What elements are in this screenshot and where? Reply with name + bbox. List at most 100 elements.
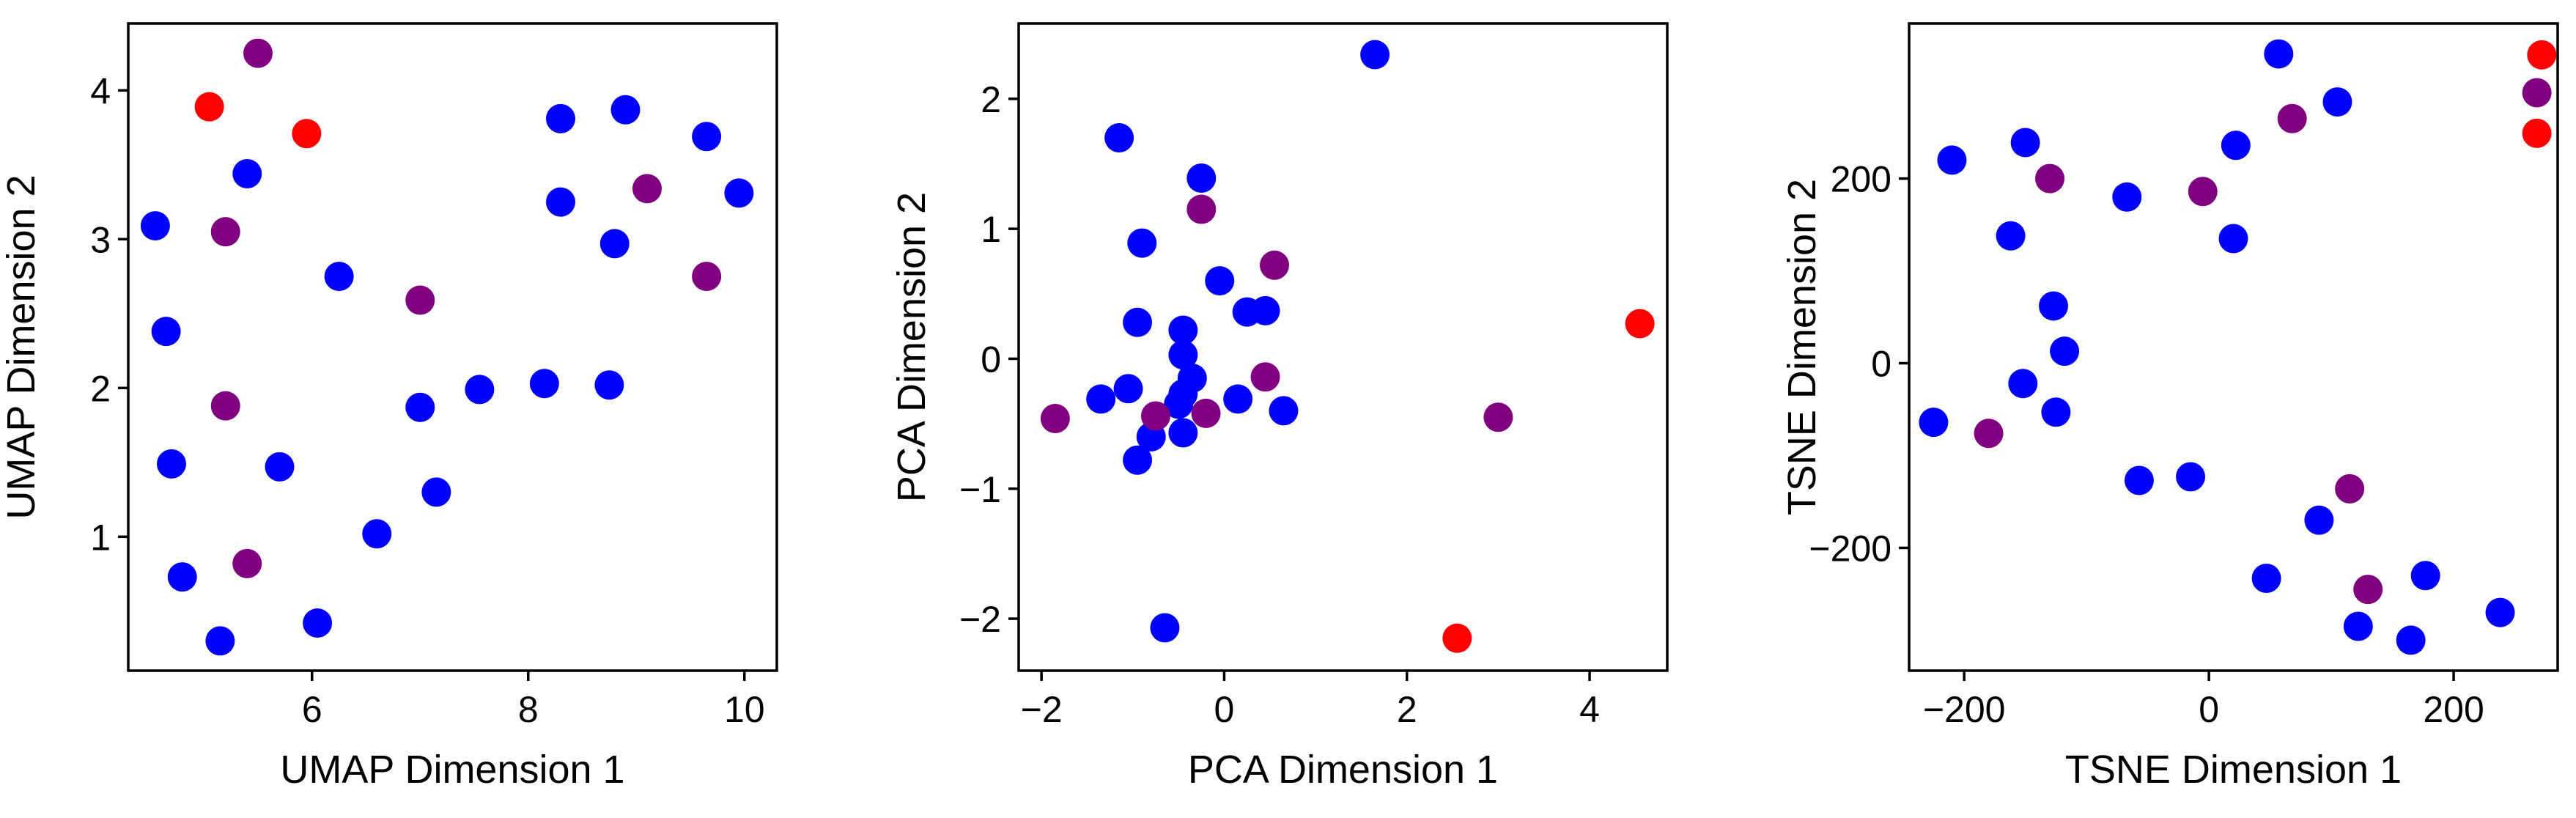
tsne-y-axis-label: TSNE Dimension 2 <box>1780 179 1824 515</box>
tsne-x-tick-label: 0 <box>2199 689 2219 730</box>
pca-point <box>1360 40 1390 70</box>
tsne-point <box>2410 561 2440 591</box>
umap-y-axis-label: UMAP Dimension 2 <box>0 174 43 519</box>
pca-point <box>1483 402 1513 432</box>
umap-y-tick-label: 1 <box>90 517 111 558</box>
tsne-x-tick-label: −200 <box>1923 689 2006 730</box>
tsne-point <box>2522 118 2552 148</box>
umap-point <box>632 174 662 204</box>
umap-point <box>465 375 495 405</box>
umap-x-tick-label: 10 <box>724 689 765 730</box>
pca-point <box>1123 307 1153 337</box>
pca-point <box>1113 374 1143 404</box>
pca-x-tick-label: 0 <box>1214 689 1235 730</box>
umap-point <box>232 548 262 578</box>
tsne-point <box>1996 221 2026 251</box>
umap-point <box>599 229 630 259</box>
tsne-point <box>2124 465 2154 495</box>
umap-y-tick-label: 3 <box>90 219 111 260</box>
pca-point <box>1168 315 1198 345</box>
tsne-point <box>2176 462 2206 492</box>
pca-point <box>1191 398 1221 428</box>
tsne-point <box>2035 163 2065 194</box>
pca-y-tick-label: −1 <box>959 469 1001 510</box>
pca-x-axis-label: PCA Dimension 1 <box>1188 748 1498 792</box>
tsne-point <box>2221 130 2251 161</box>
tsne-point <box>2041 397 2071 427</box>
tsne-x-tick-label: 200 <box>2423 689 2484 730</box>
pca-point <box>1250 295 1280 325</box>
pca-y-axis-label: PCA Dimension 2 <box>890 192 934 502</box>
pca-x-tick-label: 2 <box>1397 689 1417 730</box>
umap-x-tick-label: 8 <box>518 689 539 730</box>
tsne-point <box>2112 182 2142 212</box>
pca-x-tick-label: −2 <box>1021 689 1063 730</box>
umap-point <box>594 370 624 400</box>
tsne-point <box>2010 128 2040 158</box>
umap-point <box>167 562 197 592</box>
umap-point <box>324 262 354 292</box>
umap-point <box>210 217 240 247</box>
tsne-point <box>2277 103 2307 133</box>
tsne-point <box>2522 78 2552 108</box>
tsne-point <box>2527 40 2557 70</box>
umap-point <box>292 119 322 149</box>
tsne-panel: −200 0 200 −200 0 200 TSNE Dimension 1 TSNE Dim… <box>1780 22 2559 792</box>
pca-point <box>1123 445 1153 475</box>
tsne-point <box>2396 625 2426 655</box>
umap-point <box>405 392 435 422</box>
umap-point <box>362 519 392 549</box>
umap-point <box>610 95 641 125</box>
umap-point <box>546 187 575 217</box>
umap-point <box>210 391 240 421</box>
tsne-point <box>2218 224 2248 254</box>
tsne-point <box>1919 408 1949 438</box>
umap-point <box>140 211 170 241</box>
umap-point <box>205 626 235 656</box>
tsne-point <box>2251 564 2281 594</box>
pca-point <box>1442 623 1472 653</box>
pca-point <box>1186 194 1217 224</box>
pca-y-tick-label: −2 <box>959 599 1001 640</box>
pca-point <box>1104 123 1134 153</box>
tsne-point <box>2188 177 2218 207</box>
umap-point <box>692 122 722 152</box>
tsne-point <box>2353 575 2383 605</box>
tsne-point <box>2008 369 2038 399</box>
pca-point <box>1205 266 1235 296</box>
tsne-y-tick-label: −200 <box>1809 528 1892 569</box>
pca-y-tick-label: 2 <box>981 79 1001 120</box>
pca-y-tick-label: 1 <box>981 209 1001 250</box>
tsne-point <box>1937 145 1967 175</box>
tsne-point <box>2039 291 2069 321</box>
umap-point <box>546 103 575 133</box>
pca-point <box>1223 384 1253 414</box>
umap-x-tick-label: 6 <box>302 689 322 730</box>
tsne-point <box>2343 611 2373 641</box>
pca-point <box>1164 389 1194 419</box>
pca-point <box>1040 404 1070 434</box>
tsne-point <box>2335 474 2365 504</box>
pca-y-tick-label: 0 <box>981 339 1001 380</box>
tsne-point <box>2485 597 2515 627</box>
pca-axes-frame <box>1017 22 1669 672</box>
umap-point <box>232 159 262 189</box>
pca-point <box>1140 401 1170 431</box>
tsne-axes-frame <box>1908 22 2559 672</box>
pca-point <box>1150 613 1180 643</box>
umap-point <box>529 369 559 399</box>
pca-panel: −2 0 2 4 −2 −1 0 1 2 PCA Dimension 1 PCA Dimension… <box>890 22 1669 792</box>
tsne-point <box>2322 87 2352 117</box>
tsne-point <box>2304 505 2334 535</box>
pca-point <box>1625 309 1655 339</box>
pca-point <box>1168 418 1198 448</box>
umap-point <box>151 317 181 347</box>
pca-point <box>1086 384 1116 414</box>
umap-point <box>421 477 451 507</box>
umap-y-tick-label: 4 <box>90 70 111 111</box>
umap-point <box>692 262 722 292</box>
umap-point <box>265 452 295 482</box>
pca-point <box>1269 396 1299 426</box>
